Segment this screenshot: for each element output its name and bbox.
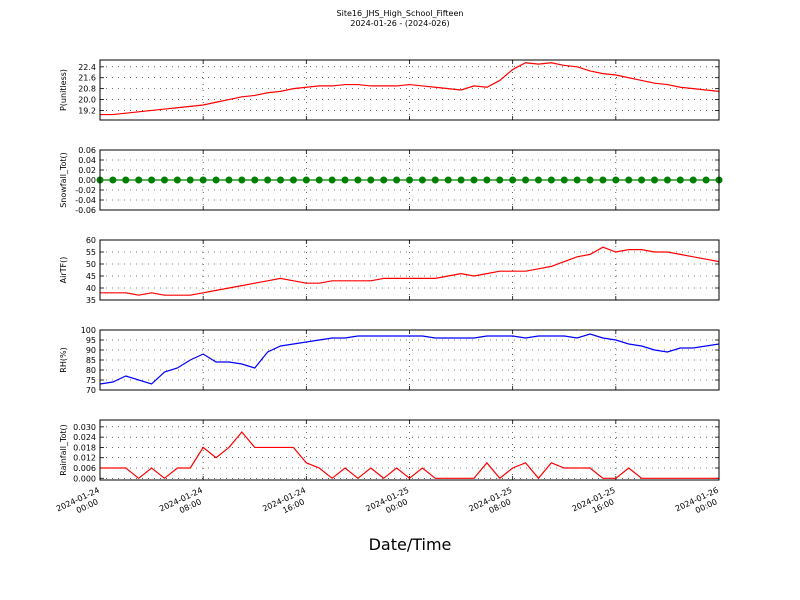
data-point xyxy=(251,176,259,184)
y-tick-label: 20.0 xyxy=(78,96,96,105)
y-axis-label: Rainfall_Tot() xyxy=(59,424,68,476)
data-point xyxy=(470,176,478,184)
y-tick-label: 45 xyxy=(86,272,96,281)
data-point xyxy=(651,176,659,184)
data-point xyxy=(638,176,646,184)
data-point xyxy=(238,176,246,184)
y-axis-label: RH(%) xyxy=(59,347,68,372)
data-point xyxy=(367,176,375,184)
data-point xyxy=(148,176,156,184)
data-line xyxy=(99,333,720,385)
data-point xyxy=(315,176,323,184)
y-tick-label: -0.02 xyxy=(75,186,96,195)
y-tick-label: 0.012 xyxy=(73,454,96,463)
data-point xyxy=(264,176,272,184)
y-tick-label: 0.00 xyxy=(78,176,96,185)
data-point xyxy=(496,176,504,184)
y-tick-label: 40 xyxy=(86,284,96,293)
data-point xyxy=(534,176,542,184)
plot-frame xyxy=(99,59,720,121)
data-point xyxy=(522,176,530,184)
data-point xyxy=(418,176,426,184)
y-tick-label: 0.024 xyxy=(73,433,96,442)
data-point xyxy=(302,176,310,184)
data-point xyxy=(135,176,143,184)
data-point xyxy=(431,176,439,184)
data-point xyxy=(625,176,633,184)
y-axis-label: AirTF() xyxy=(59,257,68,284)
plot-frame xyxy=(99,239,720,301)
y-tick-label: 0.04 xyxy=(78,156,96,165)
y-tick-label: 0.018 xyxy=(73,443,96,452)
data-point xyxy=(483,176,491,184)
y-tick-label: -0.04 xyxy=(75,196,96,205)
data-point xyxy=(612,176,620,184)
y-tick-label: 0.030 xyxy=(73,423,96,432)
data-point xyxy=(199,176,207,184)
y-tick-label: 50 xyxy=(86,260,96,269)
data-line xyxy=(100,62,720,116)
data-point xyxy=(586,176,594,184)
data-point xyxy=(109,176,117,184)
y-tick-label: 70 xyxy=(86,386,96,395)
data-point xyxy=(689,176,697,184)
y-axis-label: P(unitless) xyxy=(59,69,68,111)
data-point xyxy=(457,176,465,184)
data-point xyxy=(406,176,413,184)
y-tick-label: 55 xyxy=(86,248,96,257)
data-point xyxy=(328,176,336,184)
figure-title: Site16_JHS_High_School_Fifteen xyxy=(337,9,464,18)
y-tick-label: 95 xyxy=(86,336,96,345)
y-tick-label: 21.6 xyxy=(78,74,96,83)
data-point xyxy=(560,176,568,184)
figure-subtitle: 2024-01-26 - (2024-026) xyxy=(350,19,449,28)
plot-frame xyxy=(99,419,720,481)
data-point xyxy=(225,176,233,184)
y-tick-label: 85 xyxy=(86,356,96,365)
data-point xyxy=(444,176,452,184)
y-tick-label: 0.02 xyxy=(78,166,96,175)
y-tick-label: -0.06 xyxy=(75,206,96,215)
data-line xyxy=(100,246,720,296)
data-point xyxy=(122,176,130,184)
y-tick-label: 80 xyxy=(86,366,96,375)
y-tick-label: 35 xyxy=(86,296,96,305)
data-point xyxy=(354,176,362,184)
data-point xyxy=(547,176,555,184)
data-point xyxy=(599,176,607,184)
data-point xyxy=(573,176,581,184)
y-tick-label: 90 xyxy=(86,346,96,355)
y-tick-label: 60 xyxy=(86,236,96,245)
y-tick-label: 100 xyxy=(81,326,96,335)
data-point xyxy=(160,176,168,184)
data-point xyxy=(393,176,401,184)
data-point xyxy=(380,176,388,184)
x-axis-label: Date/Time xyxy=(369,535,452,554)
y-tick-label: 0.000 xyxy=(73,474,96,483)
data-point xyxy=(509,176,517,184)
y-tick-label: 0.006 xyxy=(73,464,96,473)
y-tick-label: 0.06 xyxy=(78,146,96,155)
data-line xyxy=(100,431,719,480)
y-tick-label: 20.8 xyxy=(78,85,96,94)
plot-frame xyxy=(99,329,720,391)
data-point xyxy=(702,176,710,184)
plot-frame xyxy=(99,149,720,211)
data-point xyxy=(341,176,349,184)
data-point xyxy=(212,176,220,184)
y-tick-label: 75 xyxy=(86,376,96,385)
y-tick-label: 19.2 xyxy=(78,106,96,115)
data-point xyxy=(173,176,181,184)
data-point xyxy=(186,176,194,184)
data-point xyxy=(277,176,285,184)
data-point xyxy=(289,176,297,184)
y-axis-label: Snowfall_Tot() xyxy=(59,152,68,208)
data-point xyxy=(663,176,671,184)
data-point xyxy=(676,176,684,184)
y-tick-label: 22.4 xyxy=(78,63,96,72)
